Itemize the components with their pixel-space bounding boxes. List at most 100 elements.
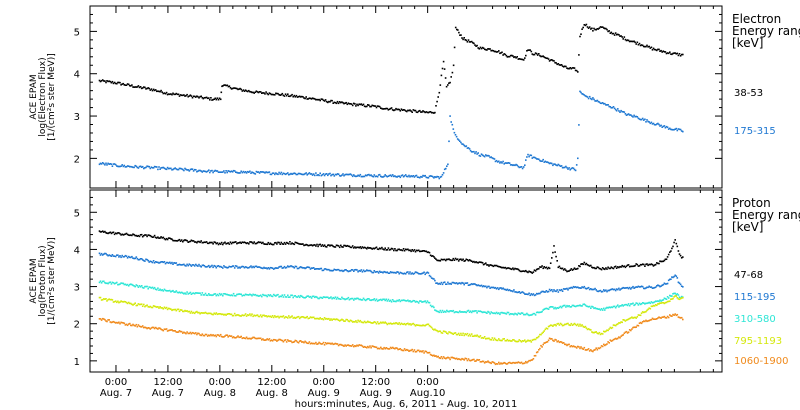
data-point	[122, 256, 125, 258]
data-point	[390, 247, 393, 250]
data-point	[101, 280, 104, 283]
data-point	[553, 340, 555, 342]
data-point	[292, 95, 294, 98]
data-point	[605, 289, 607, 291]
data-point	[630, 40, 632, 43]
data-point	[270, 243, 273, 245]
data-point	[578, 304, 580, 307]
data-point	[437, 330, 439, 333]
data-point	[452, 333, 455, 335]
data-point	[263, 266, 265, 269]
data-point	[667, 253, 670, 256]
data-point	[438, 259, 441, 262]
data-point	[486, 361, 488, 363]
data-point	[367, 269, 369, 272]
data-point	[204, 292, 207, 295]
data-point	[251, 337, 253, 339]
data-point	[355, 345, 357, 348]
data-point	[361, 104, 364, 106]
data-point	[488, 337, 490, 340]
data-point	[179, 264, 182, 266]
data-point	[317, 297, 319, 300]
data-point	[161, 91, 163, 93]
data-point	[580, 305, 582, 307]
data-point	[248, 89, 250, 92]
data-point	[658, 284, 660, 287]
data-point	[278, 338, 280, 341]
data-point	[388, 174, 391, 177]
data-point	[653, 286, 656, 289]
data-point	[521, 291, 524, 293]
data-point	[599, 289, 602, 292]
data-point	[99, 162, 102, 165]
data-point	[380, 107, 382, 109]
x-axis-label: hours:minutes, Aug. 6, 2011 - Aug. 10, 2…	[295, 399, 518, 410]
data-point	[170, 262, 172, 265]
data-point	[519, 270, 522, 273]
data-point	[125, 232, 128, 235]
data-point	[403, 299, 406, 302]
data-point	[590, 28, 592, 30]
data-point	[346, 244, 349, 247]
data-point	[597, 308, 600, 310]
data-point	[639, 263, 642, 266]
data-point	[351, 104, 354, 107]
data-point	[197, 170, 199, 172]
data-point	[672, 297, 674, 300]
data-point	[240, 266, 242, 268]
data-point	[548, 162, 551, 165]
data-point	[344, 173, 346, 176]
data-point	[440, 74, 443, 77]
data-point	[138, 165, 141, 168]
data-point	[101, 298, 104, 301]
data-point	[306, 244, 308, 246]
data-point	[466, 359, 469, 362]
data-point	[299, 96, 302, 98]
data-point	[204, 266, 207, 268]
data-point	[636, 263, 639, 266]
data-point	[482, 360, 485, 363]
data-point	[618, 34, 620, 36]
data-point	[166, 308, 169, 311]
data-point	[376, 300, 379, 302]
data-point	[178, 310, 181, 313]
data-point	[544, 307, 547, 310]
data-point	[573, 345, 576, 348]
data-point	[535, 268, 538, 271]
data-point	[437, 176, 439, 178]
data-point	[437, 96, 439, 98]
data-point	[667, 316, 670, 319]
data-point	[246, 314, 249, 316]
data-point	[176, 240, 179, 242]
data-point	[552, 251, 554, 254]
data-point	[318, 297, 320, 300]
data-point	[672, 129, 674, 131]
data-point	[291, 315, 293, 317]
data-point	[230, 242, 233, 245]
data-point	[493, 337, 496, 340]
data-point	[666, 256, 669, 258]
data-point	[568, 324, 570, 326]
data-point	[634, 316, 636, 319]
data-point	[163, 237, 166, 240]
data-point	[480, 361, 483, 363]
data-point	[411, 323, 413, 325]
data-point	[331, 244, 333, 247]
data-point	[625, 319, 628, 321]
data-point	[146, 327, 148, 330]
data-point	[559, 165, 562, 167]
data-point	[147, 259, 149, 262]
data-point	[567, 168, 569, 170]
data-point	[333, 297, 336, 300]
data-point	[555, 324, 557, 327]
data-point	[293, 172, 296, 174]
data-point	[419, 350, 421, 353]
data-point	[233, 170, 236, 172]
data-point	[509, 268, 512, 270]
data-point	[640, 322, 643, 325]
data-point	[636, 302, 639, 305]
data-point	[212, 266, 214, 269]
data-point	[423, 352, 425, 354]
data-point	[198, 97, 200, 99]
data-point	[499, 266, 501, 268]
